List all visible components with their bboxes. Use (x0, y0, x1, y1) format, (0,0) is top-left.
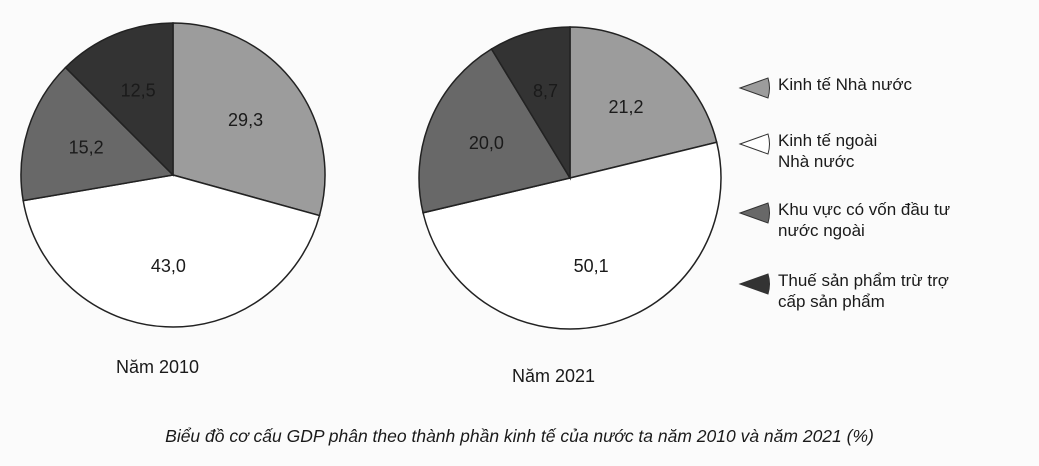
pie-charts: 29,3 43,0 15,2 12,5 21,2 50,1 20,0 8,7 (20, 22, 722, 330)
pie-1-label-3: 8,7 (533, 81, 558, 101)
legend-item: Kinh tế ngoài Nhà nước (738, 130, 877, 172)
pie-1-label-2: 20,0 (469, 133, 504, 153)
pie-0-slice-2 (20, 66, 175, 202)
legend-item: Khu vực có vốn đầu tư nước ngoài (738, 199, 950, 241)
pie-0-label-0: 29,3 (228, 110, 263, 130)
pie-1-slice-1 (422, 141, 722, 330)
legend-label: Thuế sản phẩm trừ trợ cấp sản phẩm (778, 271, 949, 311)
legend-label: Khu vực có vốn đầu tư nước ngoài (778, 200, 951, 240)
pie-1-label-0: 21,2 (608, 97, 643, 117)
pie-2021-caption: Năm 2021 (512, 366, 596, 386)
pie-0-slice-1 (22, 174, 321, 328)
legend-swatch-icon (738, 273, 770, 295)
pie-2010-caption: Năm 2010 (116, 357, 200, 377)
pie-0-slice-0 (172, 22, 326, 217)
pie-0-label-3: 12,5 (121, 81, 156, 101)
legend-label: Kinh tế Nhà nước (778, 75, 913, 94)
legend-item: Kinh tế Nhà nước (738, 74, 912, 100)
legend-item: Thuế sản phẩm trừ trợ cấp sản phẩm (738, 270, 949, 312)
pie-1-slice-2 (418, 47, 572, 214)
legend-swatch-icon (738, 77, 770, 99)
chart-title: Biểu đồ cơ cấu GDP phân theo thành phần … (165, 426, 874, 446)
pie-1-slice-3 (490, 26, 571, 181)
legend-swatch-icon (738, 202, 770, 224)
pie-0-label-2: 15,2 (69, 137, 104, 157)
legend-swatch-icon (738, 133, 770, 155)
pie-1-label-1: 50,1 (574, 256, 609, 276)
pie-0-slice-3 (64, 22, 174, 177)
pie-0-label-1: 43,0 (151, 256, 186, 276)
pie-1-slice-0 (569, 26, 718, 179)
legend-label: Kinh tế ngoài Nhà nước (778, 131, 878, 171)
